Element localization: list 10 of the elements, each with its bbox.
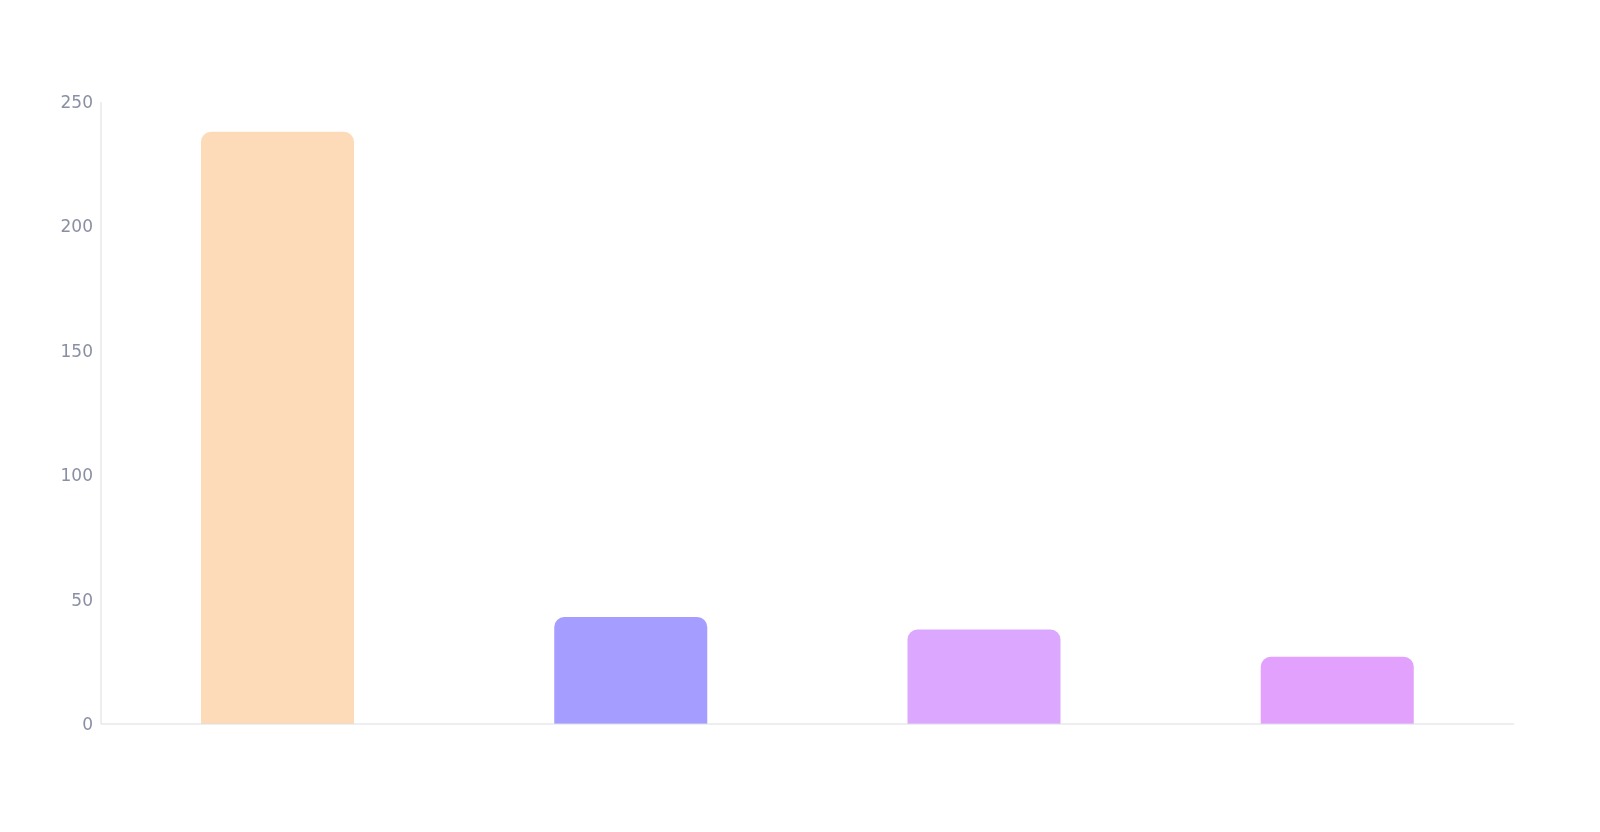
bar bbox=[907, 629, 1061, 724]
y-tick-label: 50 bbox=[71, 589, 93, 610]
bar bbox=[201, 131, 354, 724]
bar bbox=[1260, 656, 1414, 724]
y-tick-label: 200 bbox=[60, 216, 93, 237]
y-tick-label: 100 bbox=[60, 465, 93, 486]
bar bbox=[554, 617, 708, 724]
y-tick-label: 0 bbox=[82, 714, 93, 735]
y-tick-label: 250 bbox=[60, 92, 93, 113]
y-tick-label: 150 bbox=[60, 340, 93, 361]
